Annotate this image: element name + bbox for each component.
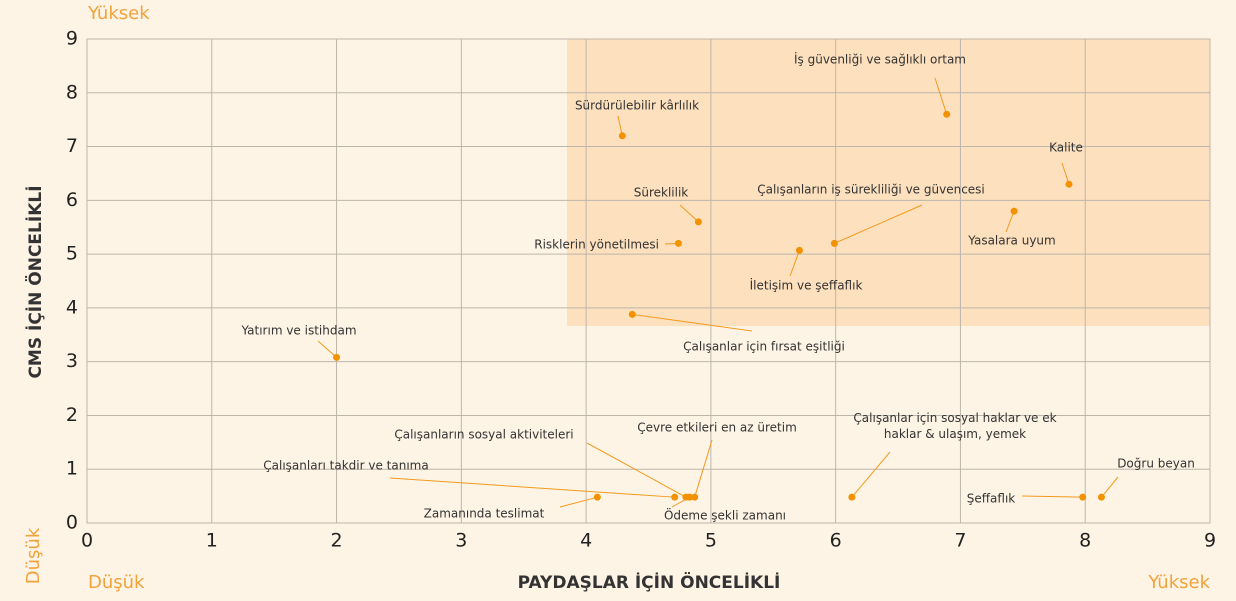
- leader-line: [679, 204, 699, 223]
- point: [593, 493, 601, 501]
- leader-line: [586, 442, 687, 498]
- point: [1079, 493, 1087, 501]
- priority-region: [567, 39, 1210, 326]
- x-tick-label: 3: [455, 530, 467, 552]
- x-tick-label: 8: [1079, 530, 1091, 552]
- point-label: Çalışanların sosyal aktiviteleri: [394, 428, 573, 442]
- y-tick-label: 3: [66, 350, 78, 372]
- point: [1065, 180, 1073, 188]
- point-label: Ödeme şekli zamanı: [664, 507, 786, 523]
- x-axis-title: PAYDAŞLAR İÇİN ÖNCELİKLİ: [518, 571, 781, 593]
- leader-line: [834, 204, 923, 244]
- point: [795, 246, 803, 254]
- point-label: Risklerin yönetilmesi: [534, 238, 659, 252]
- corner-label: Yüksek: [87, 3, 150, 24]
- corner-label: Düşük: [23, 527, 44, 584]
- x-tick-label: 6: [830, 530, 842, 552]
- leader-line: [1061, 162, 1070, 185]
- corner-label: Yüksek: [1147, 572, 1210, 593]
- point-label: Çalışanların iş sürekliliği ve güvencesi: [757, 183, 985, 197]
- y-tick-label: 4: [66, 296, 78, 318]
- point-label-box: Çalışanlar için sosyal haklar ve ek hakl…: [853, 411, 1057, 441]
- leader-line: [1101, 476, 1119, 498]
- x-tick-label: 2: [331, 530, 343, 552]
- point: [628, 310, 636, 318]
- y-tick-label: 0: [66, 512, 78, 534]
- plot-frame: [86, 38, 1211, 524]
- leader-line: [934, 77, 948, 115]
- point: [686, 493, 694, 501]
- x-tick-label: 9: [1204, 530, 1216, 552]
- point-label: Çevre etkileri en az üretim: [637, 421, 797, 435]
- point: [848, 493, 856, 501]
- leader-line: [317, 340, 337, 358]
- point-label: Çalışanlar için fırsat eşitliği: [683, 340, 845, 354]
- leader-line: [1021, 495, 1083, 498]
- point-label: Çalışanlar için sosyal haklar ve ek hakl…: [853, 411, 1057, 441]
- point: [674, 239, 682, 247]
- leader-line: [1005, 210, 1015, 233]
- y-axis-title: CMS İÇİN ÖNCELİKLİ: [24, 185, 46, 378]
- y-tick-label: 6: [66, 189, 78, 211]
- point: [671, 493, 679, 501]
- leader-line: [389, 477, 675, 498]
- point-label: Süreklilik: [634, 186, 689, 200]
- x-tick-label: 0: [81, 530, 93, 552]
- x-tick-label: 1: [206, 530, 218, 552]
- point-label: Sürdürülebilir kârlılık: [575, 99, 699, 113]
- y-tick-label: 5: [66, 243, 78, 265]
- leader-line: [851, 451, 891, 498]
- point: [1097, 493, 1105, 501]
- point-label: İletişim ve şeffaflık: [750, 278, 863, 293]
- point: [333, 353, 341, 361]
- y-tick-label: 1: [66, 458, 78, 480]
- corner-label: Düşük: [88, 572, 145, 593]
- y-tick-label: 2: [66, 404, 78, 426]
- y-tick-label: 9: [66, 28, 78, 50]
- point: [691, 493, 699, 501]
- leader-line: [559, 496, 598, 508]
- x-tick-label: 5: [705, 530, 717, 552]
- x-tick-label: 4: [580, 530, 592, 552]
- point: [694, 218, 702, 226]
- y-tick-label: 7: [66, 135, 78, 157]
- point-label: İş güvenliği ve sağlıklı ortam: [794, 52, 966, 67]
- leader-line: [694, 439, 713, 498]
- point-label: Şeffaflık: [967, 492, 1016, 506]
- point-label: Kalite: [1049, 141, 1083, 155]
- leader-line: [789, 250, 800, 277]
- y-tick-label: 8: [66, 81, 78, 103]
- point: [1010, 207, 1018, 215]
- point: [943, 110, 951, 118]
- point-label: Yasalara uyum: [967, 234, 1055, 248]
- point-label: Çalışanları takdir ve tanıma: [263, 459, 428, 473]
- point: [618, 132, 626, 140]
- point-label: Yatırım ve istihdam: [240, 324, 356, 338]
- point-label: Doğru beyan: [1117, 457, 1195, 471]
- point: [830, 239, 838, 247]
- leader-line: [632, 313, 753, 332]
- point-label: Zamanında teslimat: [424, 507, 545, 521]
- x-tick-label: 7: [954, 530, 966, 552]
